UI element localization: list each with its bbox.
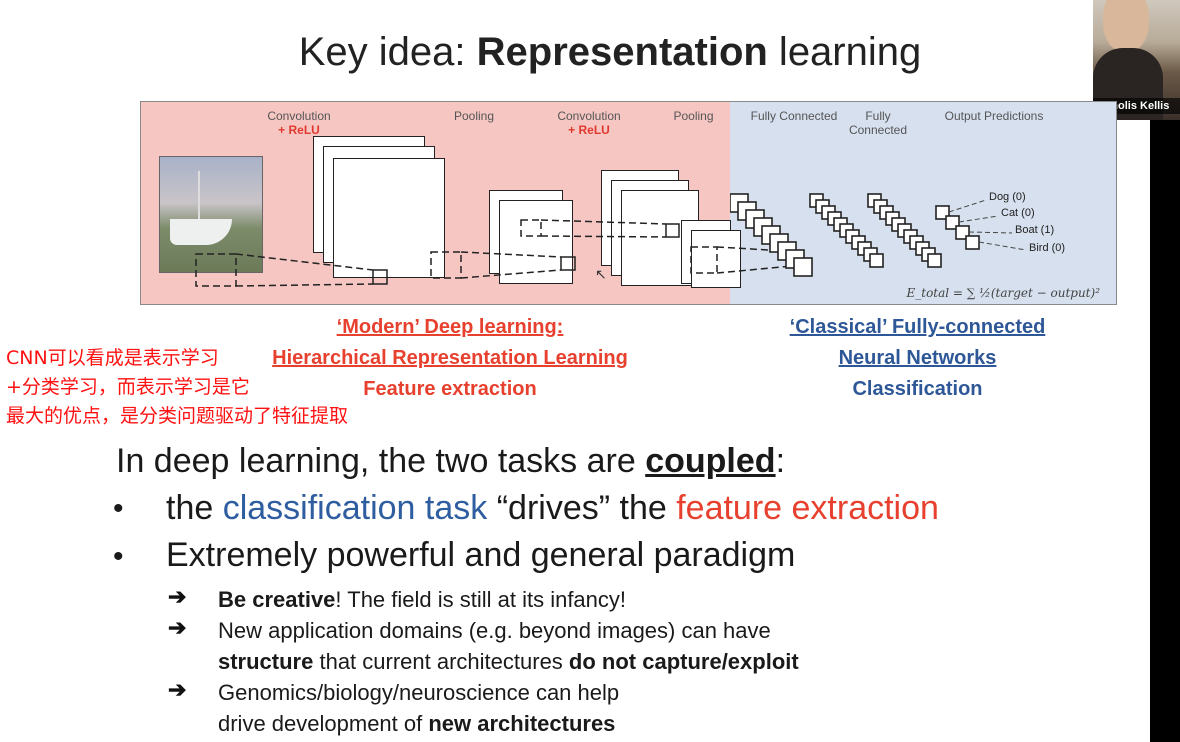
output-bird: Bird (0) — [1029, 242, 1066, 254]
connection-lines — [195, 219, 804, 287]
output-boat: Boat (1) — [1015, 224, 1055, 236]
modern-caption-2: Hierarchical Representation Learning — [272, 347, 628, 369]
arrow-icon: ➔ — [168, 584, 187, 609]
annotation-line: 最大的优点，是分类问题驱动了特征提取 — [6, 405, 349, 427]
bullet-marker: • — [113, 492, 124, 525]
bullet-classification: the classification task “drives” the fea… — [166, 489, 939, 527]
boat-mast — [198, 171, 200, 221]
arrow-icon: ➔ — [168, 677, 187, 702]
layer-label-fc2: Fully Connected — [848, 109, 908, 137]
side-panel — [1150, 120, 1180, 742]
modern-caption-1: ‘Modern’ Deep learning: — [336, 316, 564, 338]
modern-caption-3: Feature extraction — [363, 378, 537, 400]
layer-label-conv2: Convolution + ReLU — [557, 109, 621, 137]
cnn-diagram: Convolution + ReLU Pooling Convolution + R… — [140, 101, 1117, 305]
classical-caption-3: Classification — [852, 378, 983, 400]
sub-bullet-creative: Be creative! The field is still at its i… — [218, 587, 627, 612]
layer-label-pool1: Pooling — [453, 109, 495, 123]
output-dog: Dog (0) — [989, 191, 1026, 203]
layer-label-output: Output Predictions — [944, 109, 1044, 123]
error-formula: E_total = ∑ ½(target − output)² — [906, 286, 1101, 300]
feature-map — [691, 230, 741, 288]
feature-map — [333, 158, 445, 278]
layer-label-conv1: Convolution + ReLU — [267, 109, 331, 137]
sub-bullet-genomics: Genomics/biology/neuroscience can help dr… — [218, 680, 620, 736]
slide-title: Key idea: Representation learning — [298, 30, 922, 74]
mouse-cursor-icon: ↖ — [595, 266, 607, 282]
participant-head — [1103, 0, 1149, 52]
classical-caption-2: Neural Networks — [838, 347, 997, 369]
fully-connected-layers — [730, 193, 1027, 277]
sub-bullet-domains: New application domains (e.g. beyond ima… — [218, 618, 799, 674]
layer-label-fc1: Fully Connected — [750, 109, 838, 123]
classical-caption-1: ‘Classical’ Fully-connected — [789, 316, 1046, 338]
annotation-line: CNN可以看成是表示学习 — [6, 347, 219, 369]
bullet-marker: • — [113, 540, 124, 573]
arrow-icon: ➔ — [168, 615, 187, 640]
chinese-annotation: CNN可以看成是表示学习 +分类学习，而表示学习是它 最大的优点，是分类问题驱动… — [6, 344, 466, 431]
output-cat: Cat (0) — [1001, 207, 1035, 219]
layer-label-pool2: Pooling — [673, 109, 714, 123]
annotation-line: +分类学习，而表示学习是它 — [6, 376, 250, 398]
coupled-statement: In deep learning, the two tasks are coup… — [116, 442, 786, 480]
bullet-paradigm: Extremely powerful and general paradigm — [166, 536, 796, 574]
